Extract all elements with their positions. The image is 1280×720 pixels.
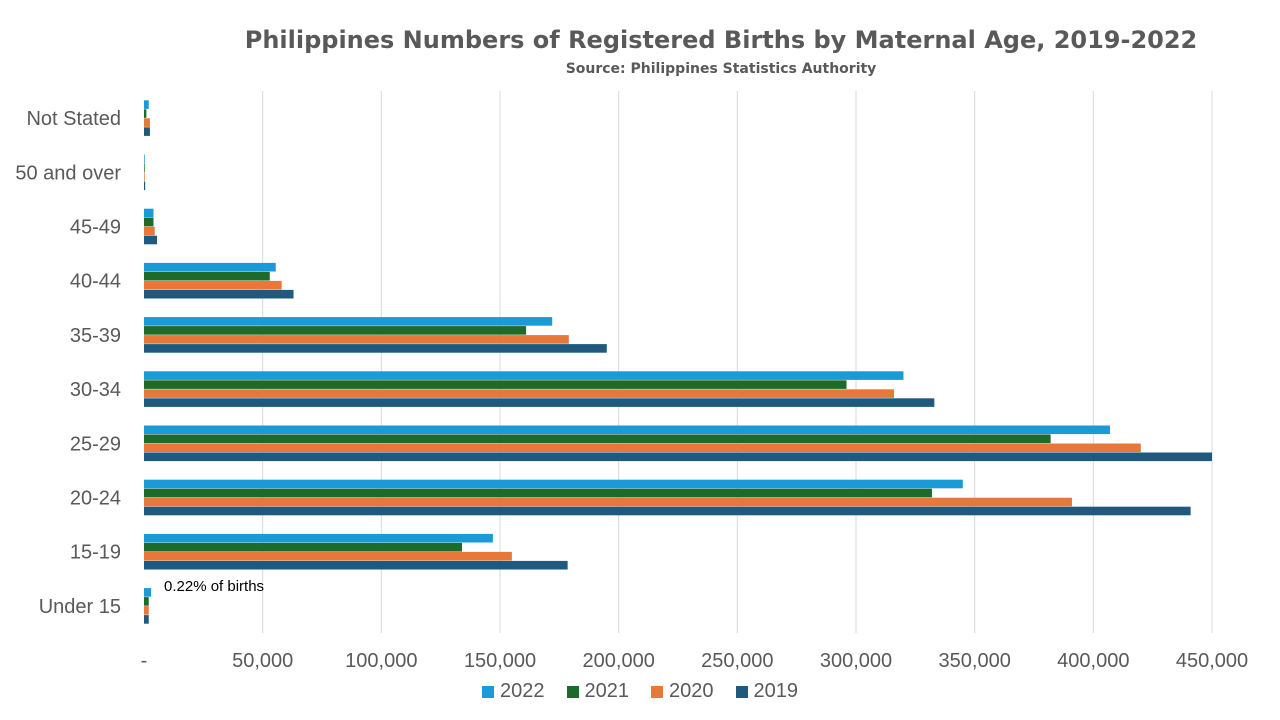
x-tick-label: 450,000 xyxy=(1176,650,1248,672)
y-category-label: 20-24 xyxy=(70,488,121,510)
x-tick-label: 300,000 xyxy=(820,650,892,672)
y-category-label: Not Stated xyxy=(26,108,121,130)
y-category-label: 25-29 xyxy=(70,433,121,455)
y-category-label: Under 15 xyxy=(39,596,121,618)
bar-2022-25-29 xyxy=(144,425,1110,435)
x-tick-label: 400,000 xyxy=(1057,650,1129,672)
bar-2019-40-44 xyxy=(144,289,294,299)
x-tick-label: 50,000 xyxy=(232,650,293,672)
bar-2019-35-39 xyxy=(144,344,607,353)
legend-item-2022: 2022 xyxy=(482,680,545,703)
bar-2020-40-44 xyxy=(144,280,282,290)
x-tick-label: 200,000 xyxy=(583,650,655,672)
bar-2022-35-39 xyxy=(144,317,553,326)
x-tick-label: 350,000 xyxy=(939,650,1011,672)
x-tick-label: 100,000 xyxy=(345,650,417,672)
annotation-label: 0.22% of births xyxy=(164,578,264,595)
legend-swatch xyxy=(566,685,579,698)
legend-label: 2020 xyxy=(669,680,714,702)
chart-subtitle: Source: Philippines Statistics Authority xyxy=(565,61,877,77)
bar-2019-not-stated xyxy=(144,127,150,136)
legend-swatch xyxy=(482,685,494,698)
x-tick-label: - xyxy=(141,650,148,672)
bar-2019-15-19 xyxy=(144,560,568,570)
legend-item-2020: 2020 xyxy=(651,680,714,703)
bar-2022-20-24 xyxy=(144,479,963,489)
bar-2020-15-19 xyxy=(144,551,512,561)
bar-2020-20-24 xyxy=(144,497,1072,507)
bar-2021-45-49 xyxy=(144,217,154,227)
y-category-label: 50 and over xyxy=(15,162,121,184)
chart-title: Philippines Numbers of Registered Births… xyxy=(244,26,1198,54)
legend-item-2019: 2019 xyxy=(735,680,799,703)
bar-2019-under-15 xyxy=(144,615,149,624)
bar-2019-25-29 xyxy=(144,452,1212,462)
bar-2021-under-15 xyxy=(144,597,149,606)
bar-2021-25-29 xyxy=(144,434,1051,444)
bar-2022-15-19 xyxy=(144,533,493,543)
bar-2020-30-34 xyxy=(144,389,894,398)
bar-2019-50-and-over xyxy=(144,181,146,191)
bar-2021-30-34 xyxy=(144,380,847,389)
bar-2022-40-44 xyxy=(144,262,276,272)
bar-2020-under-15 xyxy=(144,606,149,615)
bar-2021-40-44 xyxy=(144,271,270,281)
bar-2019-45-49 xyxy=(144,235,158,245)
bar-2020-45-49 xyxy=(144,226,155,236)
bar-2021-50-and-over xyxy=(144,163,145,173)
legend-swatch xyxy=(651,685,663,698)
legend-item-2021: 2021 xyxy=(566,680,630,703)
bar-2022-45-49 xyxy=(144,208,154,218)
bar-2020-not-stated xyxy=(144,118,150,127)
bar-2022-not-stated xyxy=(144,100,149,109)
bar-2020-50-and-over xyxy=(144,172,145,182)
bar-2019-30-34 xyxy=(144,398,935,407)
legend-label: 2021 xyxy=(584,680,630,702)
legend-label: 2022 xyxy=(500,680,545,702)
bar-2021-15-19 xyxy=(144,542,463,552)
legend-swatch xyxy=(735,685,748,698)
plot-area: - 50,000 100,000 150,000 200,000 250,000 300,0… xyxy=(15,91,1248,672)
y-category-label: 30-34 xyxy=(70,379,121,401)
y-category-label: 35-39 xyxy=(70,325,121,347)
bar-2021-20-24 xyxy=(144,488,932,498)
bar-2020-25-29 xyxy=(144,443,1141,453)
x-tick-label: 150,000 xyxy=(464,650,536,672)
bar-2020-35-39 xyxy=(144,335,569,344)
y-category-label: 40-44 xyxy=(70,271,121,293)
bar-2022-under-15 xyxy=(144,588,152,597)
bar-2021-35-39 xyxy=(144,326,527,335)
bar-2022-30-34 xyxy=(144,371,904,380)
bar-2021-not-stated xyxy=(144,109,147,118)
bar-2022-50-and-over xyxy=(144,154,145,164)
y-category-label: 45-49 xyxy=(70,217,121,239)
bar-2019-20-24 xyxy=(144,506,1191,516)
x-tick-label: 250,000 xyxy=(701,650,773,672)
legend-label: 2019 xyxy=(753,680,799,702)
y-category-label: 15-19 xyxy=(70,542,121,564)
legend: 2022 2021 2020 2019 xyxy=(0,680,1280,703)
